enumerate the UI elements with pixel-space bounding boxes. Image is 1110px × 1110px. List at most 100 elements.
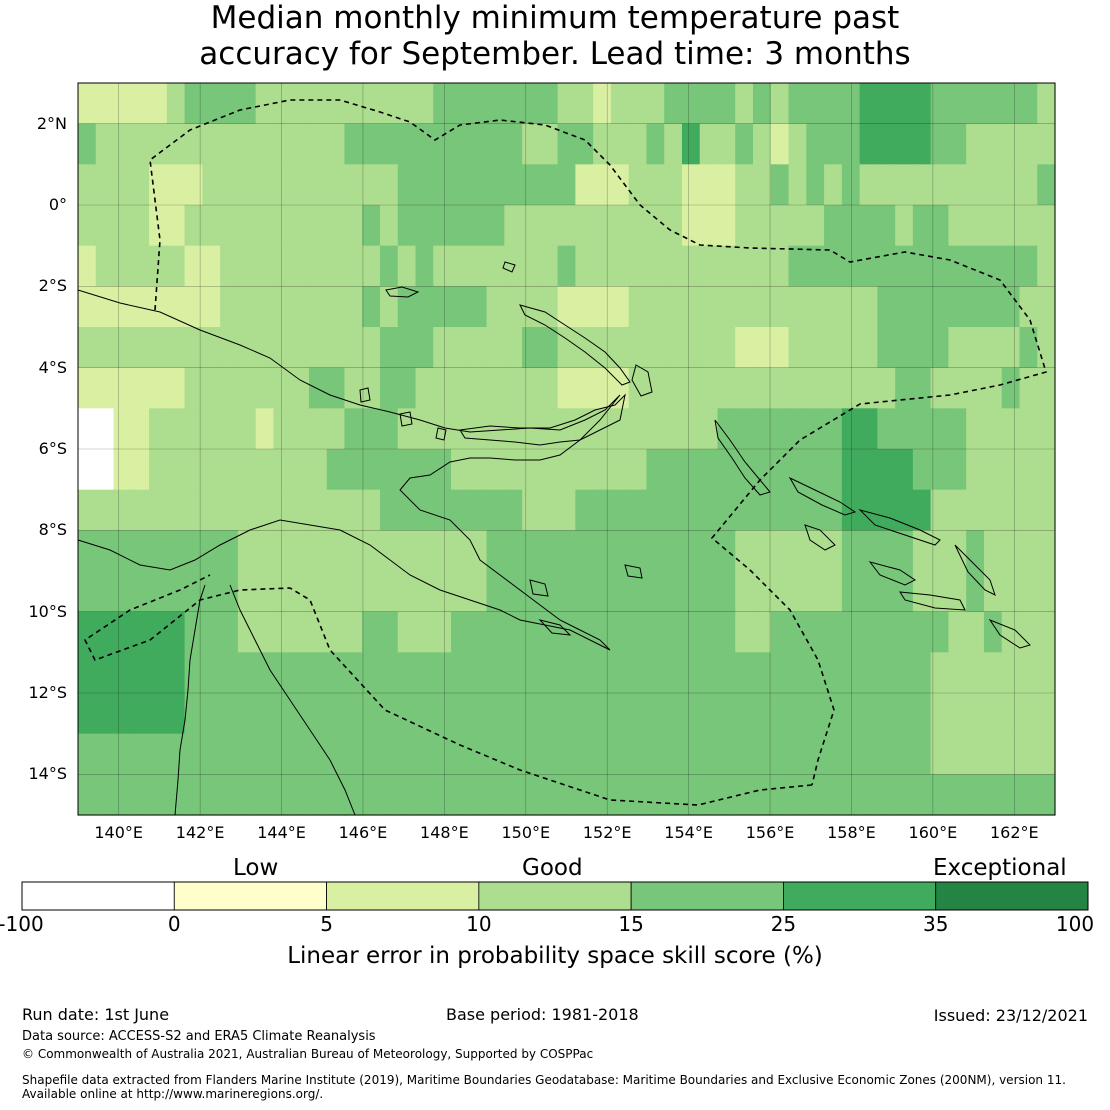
grid-cell (291, 652, 310, 694)
grid-cell (895, 408, 914, 450)
grid-cell (326, 367, 346, 409)
grid-cell (646, 367, 665, 409)
grid-cell (788, 408, 807, 450)
grid-cell (166, 327, 186, 369)
grid-cell (717, 367, 736, 409)
grid-cell (1001, 530, 1021, 572)
grid-cell (557, 123, 576, 165)
grid-cell (557, 245, 576, 287)
grid-cell (166, 83, 186, 125)
grid-cell (717, 83, 736, 125)
grid-cell (326, 530, 346, 572)
grid-cell (433, 205, 452, 247)
grid-cell (415, 408, 434, 450)
grid-cell (184, 367, 203, 409)
grid-cell (610, 571, 630, 613)
grid-cell (379, 449, 399, 491)
grid-cell (770, 774, 790, 816)
grid-cell (628, 123, 648, 165)
grid-cell (877, 83, 896, 125)
grid-cell (1001, 205, 1021, 247)
grid-cell (628, 83, 648, 125)
legend-tick-label: 100 (1055, 912, 1095, 936)
legend-swatch (478, 881, 632, 911)
grid-cell (930, 611, 950, 653)
grid-cell (628, 408, 648, 450)
grid-cell (983, 733, 1003, 775)
grid-cell (1001, 164, 1021, 206)
grid-cell (610, 408, 630, 450)
grid-cell (699, 489, 719, 531)
grid-cell (131, 611, 150, 653)
grid-cell (113, 205, 132, 247)
grid-cell (113, 286, 132, 328)
grid-cell (504, 449, 523, 491)
grid-cell (699, 733, 719, 775)
grid-cell (717, 123, 736, 165)
grid-cell (877, 327, 896, 369)
grid-cell (681, 571, 701, 613)
grid-cell (486, 449, 505, 491)
grid-cell (415, 367, 434, 409)
grid-cell (202, 367, 221, 409)
grid-cell (1001, 733, 1021, 775)
grid-cell (593, 245, 612, 287)
grid-cell (806, 327, 825, 369)
grid-cell (131, 367, 150, 409)
grid-cell (966, 733, 985, 775)
grid-cell (237, 693, 257, 735)
grid-cell (166, 693, 186, 735)
grid-cell (326, 489, 346, 531)
grid-cell (344, 611, 363, 653)
grid-cell (664, 245, 683, 287)
grid-cell (539, 164, 559, 206)
grid-cell (966, 408, 985, 450)
grid-cell (379, 205, 399, 247)
grid-cell (202, 164, 221, 206)
grid-cell (753, 83, 772, 125)
grid-cell (433, 571, 452, 613)
grid-cell (237, 611, 257, 653)
grid-cell (237, 408, 257, 450)
grid-cell (273, 774, 292, 816)
grid-cell (895, 449, 914, 491)
grid-cell (575, 408, 594, 450)
grid-cell (735, 327, 754, 369)
grid-cell (824, 327, 843, 369)
grid-cell (202, 611, 221, 653)
grid-cell (308, 774, 328, 816)
grid-cell (131, 286, 150, 328)
legend-swatch (783, 881, 937, 911)
grid-cell (539, 449, 559, 491)
grid-cell (184, 611, 203, 653)
grid-cell (859, 367, 878, 409)
grid-cell (788, 571, 807, 613)
grid-cell (575, 245, 594, 287)
grid-cell (362, 245, 381, 287)
grid-cell (664, 652, 683, 694)
grid-cell (770, 652, 790, 694)
legend-tick-label: 0 (167, 912, 181, 936)
grid-cell (379, 367, 399, 409)
grid-cell (770, 693, 790, 735)
grid-cell (344, 164, 363, 206)
grid-cell (966, 571, 985, 613)
grid-cell (1001, 123, 1021, 165)
grid-cell (184, 408, 203, 450)
grid-cell (273, 286, 292, 328)
grid-cell (593, 449, 612, 491)
grid-cell (841, 449, 861, 491)
grid-cell (930, 652, 950, 694)
grid-cell (948, 205, 967, 247)
grid-cell (113, 489, 132, 531)
grid-cell (113, 449, 132, 491)
grid-cell (593, 164, 612, 206)
grid-cell (841, 408, 861, 450)
grid-cell (912, 652, 932, 694)
grid-cell (628, 774, 648, 816)
grid-cell (451, 164, 470, 206)
grid-cell (664, 449, 683, 491)
grid-cell (1019, 123, 1038, 165)
grid-cell (273, 489, 292, 531)
title-line-2: accuracy for September. Lead time: 3 mon… (199, 36, 911, 72)
